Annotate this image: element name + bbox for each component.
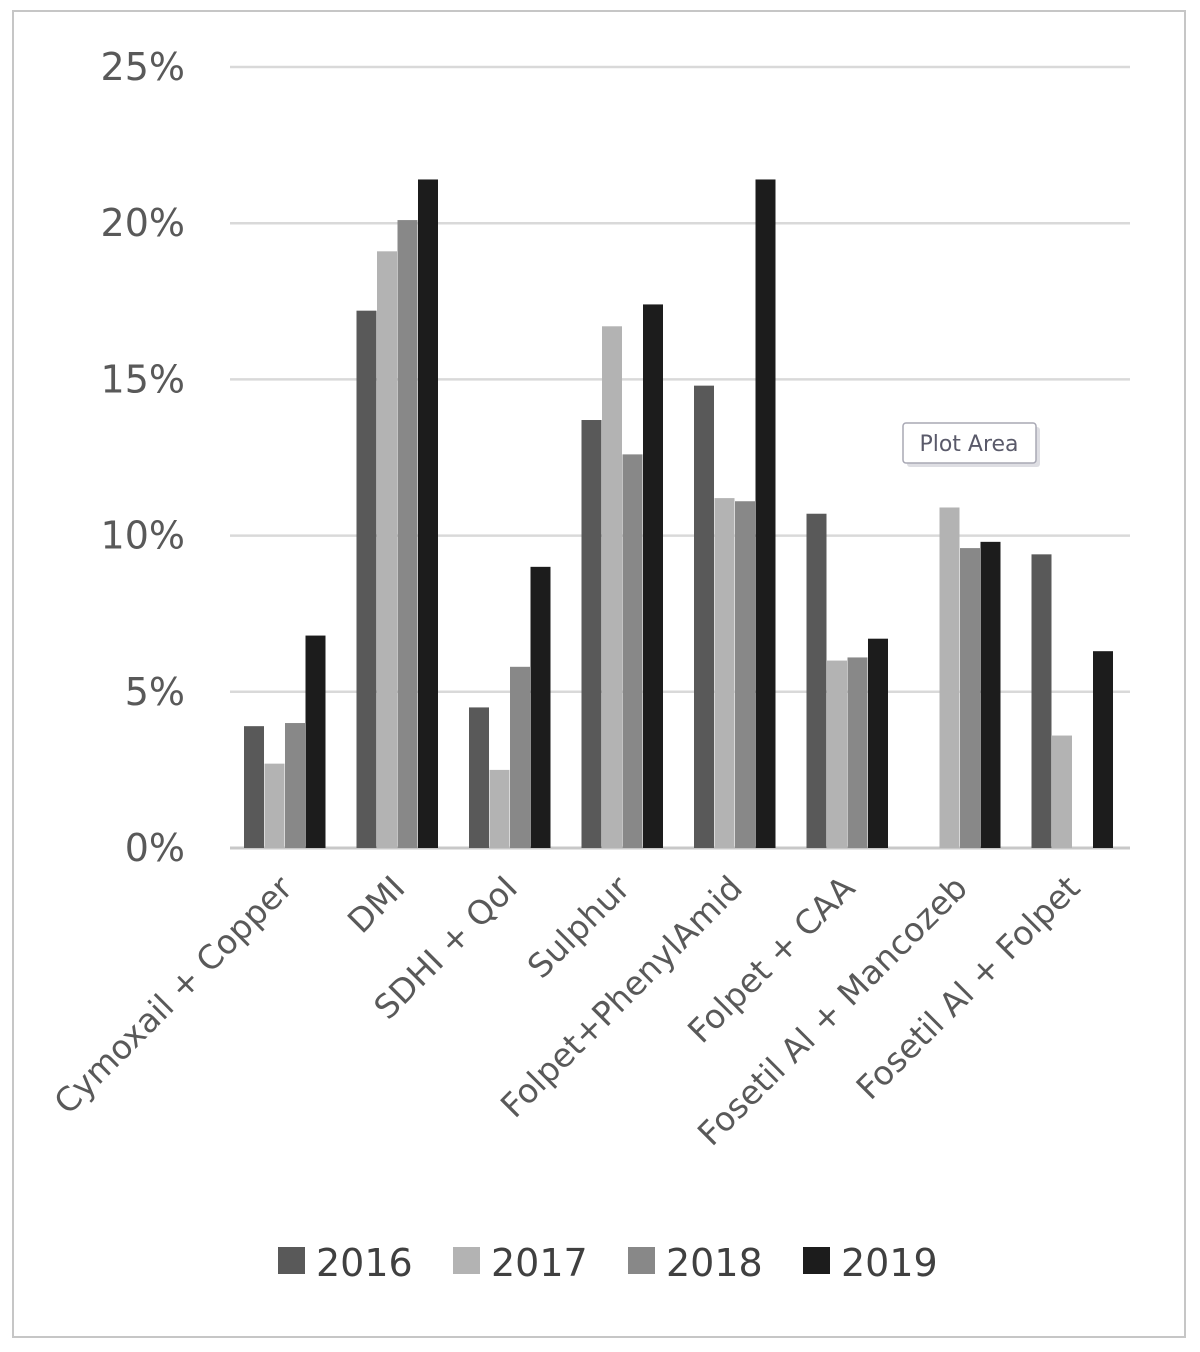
bar-2016: [581, 420, 602, 848]
legend-swatch: [278, 1247, 305, 1274]
legend-item-2016: 2016: [278, 1241, 413, 1285]
bar-2017: [264, 763, 285, 848]
bar-2019: [868, 638, 888, 848]
bar-2017: [827, 660, 847, 848]
bar-2016: [1031, 554, 1052, 848]
bar-2018: [285, 723, 305, 848]
bar-2017: [602, 326, 622, 848]
y-tick-label: 25%: [101, 45, 185, 89]
bar-2019: [418, 179, 438, 849]
legend-label: 2017: [491, 1241, 588, 1285]
plot-area-tooltip: Plot Area: [902, 422, 1040, 467]
bar-2017: [1052, 735, 1072, 848]
bar-2018: [847, 657, 868, 848]
bar-2016: [356, 310, 377, 848]
tooltip-box: [902, 422, 1037, 464]
y-tick-label: 15%: [101, 357, 185, 401]
bar-2018: [510, 666, 530, 848]
bar-2016: [806, 513, 827, 848]
bar-2016: [469, 707, 489, 848]
bar-2016: [244, 726, 264, 848]
bar-2017: [489, 769, 510, 848]
y-tick-label: 5%: [125, 670, 185, 714]
legend-item-2018: 2018: [628, 1241, 763, 1285]
x-category-label: DMI: [340, 868, 413, 941]
legend-swatch: [453, 1247, 480, 1274]
legend-label: 2019: [841, 1241, 938, 1285]
legend-label: 2018: [666, 1241, 763, 1285]
bar-2017: [377, 251, 397, 849]
bar-2018: [960, 548, 980, 848]
bar-2018: [735, 501, 755, 848]
tooltip-label: Plot Area: [919, 432, 1018, 457]
legend-label: 2016: [316, 1241, 413, 1285]
y-tick-label: 10%: [101, 514, 185, 558]
bar-2018: [622, 454, 643, 848]
x-category-label: Sulphur: [520, 868, 638, 986]
x-category-label: Fosetil Al + Folpet: [848, 868, 1087, 1107]
y-tick-label: 20%: [101, 201, 185, 245]
bar-2019: [980, 541, 1001, 848]
bar-2019: [305, 635, 326, 848]
bar-2017: [939, 507, 960, 848]
bar-2017: [714, 498, 735, 848]
y-axis-tick-labels: 0% 5% 10% 15% 20% 25%: [101, 45, 185, 870]
bars: [244, 179, 1113, 849]
bar-2018: [397, 220, 418, 849]
legend-item-2017: 2017: [453, 1241, 588, 1285]
legend-item-2019: 2019: [803, 1241, 938, 1285]
legend-swatch: [803, 1247, 830, 1274]
x-category-label: Cymoxail + Copper: [46, 868, 300, 1122]
legend: 2016 2017 2018 2019: [278, 1241, 938, 1285]
bar-2019: [643, 304, 663, 848]
bar-2019: [1093, 651, 1113, 848]
bar-2019: [530, 566, 551, 848]
bar-2016: [694, 385, 714, 848]
legend-swatch: [628, 1247, 655, 1274]
y-tick-label: 0%: [125, 826, 185, 870]
bar-2019: [755, 179, 776, 849]
